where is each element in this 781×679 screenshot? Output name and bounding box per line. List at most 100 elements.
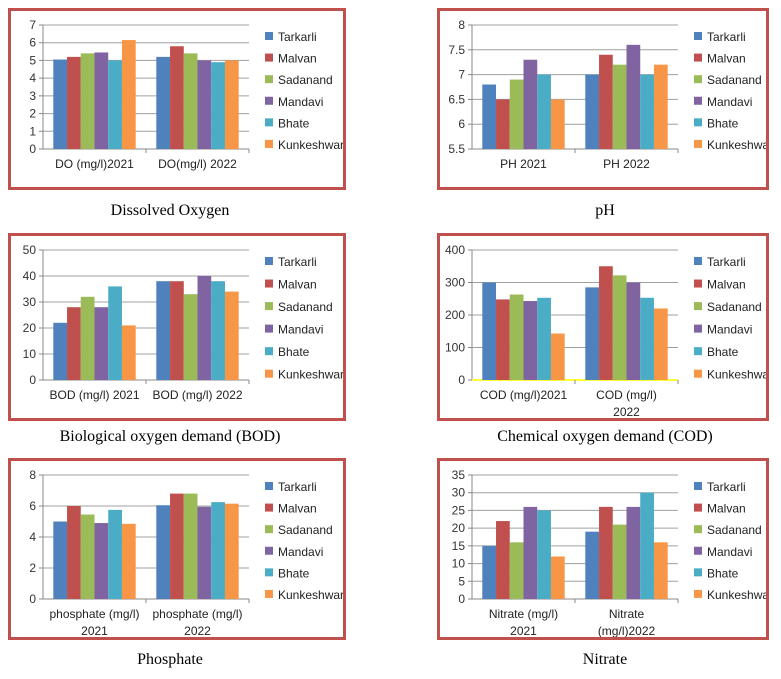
caption-nitrate: Nitrate (582, 651, 628, 668)
legend-label: Tarkarli (278, 480, 317, 494)
bar-kunkeshwar-2 (224, 291, 239, 380)
bar-kunkeshwar-2 (224, 60, 239, 149)
bar-tarkarli-2 (156, 281, 171, 380)
bar-sadanand-1 (509, 79, 524, 149)
bar-kunkeshwar-2 (653, 542, 668, 599)
bar-mandavi-2 (626, 506, 641, 599)
legend-swatch (694, 347, 702, 356)
bar-kunkeshwar-2 (653, 64, 668, 149)
bar-tarkarli-1 (53, 521, 68, 599)
x-category-label: COD (mg/l)2021 (480, 388, 568, 402)
bar-bhate-1 (537, 74, 551, 149)
legend-swatch (265, 302, 273, 311)
x-category-label: phosphate (mg/l) (49, 607, 139, 621)
bar-chart: 0 2 4 6 8 phosphate (mg/l) 2021 phosphate (mg/l… (29, 468, 343, 637)
bar-malvan-1 (67, 506, 81, 599)
legend-swatch (694, 53, 702, 62)
x-category-label: BOD (mg/l) 2021 (49, 388, 139, 402)
bar-bhate-2 (640, 297, 654, 380)
legend-swatch (265, 347, 273, 356)
bar-kunkeshwar-2 (224, 503, 239, 599)
y-tick-label: 0 (29, 592, 36, 606)
bod-chart-panel: 0 10 20 30 40 50 BOD (mg/l) 2021 BOD (mg/l) 202… (8, 233, 346, 421)
bar-bhate-2 (640, 74, 654, 149)
bar-kunkeshwar-1 (550, 99, 565, 149)
legend-label: Sadanand (707, 523, 762, 537)
legend-label: Malvan (707, 52, 746, 66)
bar-chart: 0 5 10 15 20 25 30 35 Nitrate (mg/l) 2021 Nitrate (… (452, 468, 766, 637)
bar-bhate-1 (537, 297, 551, 380)
x-category-label: phosphate (mg/l) (152, 607, 242, 621)
bar-malvan-2 (599, 266, 613, 380)
y-tick-label: 10 (23, 347, 37, 361)
x-category-label: Nitrate (mg/l) (489, 607, 558, 621)
legend-label: Bhate (707, 345, 739, 359)
legend-swatch (694, 75, 702, 84)
bar-mandavi-1 (94, 523, 109, 599)
legend-label: Mandavi (278, 545, 323, 559)
bar-malvan-2 (170, 281, 184, 380)
y-tick-label: 4 (29, 71, 36, 85)
bar-bhate-1 (108, 286, 122, 380)
legend-label: Kunkeshwar (278, 138, 343, 152)
bar-mandavi-1 (523, 301, 538, 380)
legend-label: Bhate (707, 116, 739, 130)
legend-label: Tarkarli (278, 30, 317, 44)
x-category-label: PH 2022 (603, 157, 650, 171)
legend-label: Sadanand (707, 300, 762, 314)
x-category-label: Nitrate (609, 607, 645, 621)
legend-label: Kunkeshwar (707, 588, 766, 602)
legend-label: Bhate (278, 345, 310, 359)
x-category-label: 2022 (184, 624, 211, 637)
bar-kunkeshwar-1 (121, 325, 136, 380)
y-tick-label: 30 (452, 486, 466, 500)
bar-mandavi-1 (523, 59, 538, 149)
y-tick-label: 2 (29, 561, 36, 575)
bar-tarkarli-1 (482, 545, 497, 599)
y-tick-label: 300 (445, 276, 465, 290)
legend-label: Mandavi (707, 323, 752, 337)
bar-sadanand-2 (612, 275, 627, 380)
bar-malvan-2 (599, 506, 613, 599)
legend-swatch (694, 589, 702, 598)
y-tick-label: 5 (29, 53, 36, 67)
bar-sadanand-2 (183, 294, 198, 380)
x-category-label: 2022 (613, 405, 640, 418)
y-tick-label: 15 (452, 539, 466, 553)
legend-swatch (265, 589, 273, 598)
bar-mandavi-2 (197, 276, 212, 380)
legend-swatch (265, 279, 273, 288)
x-category-label: BOD (mg/l) 2022 (152, 388, 242, 402)
bar-tarkarli-1 (53, 322, 68, 380)
bar-chart: 0 10 20 30 40 50 BOD (mg/l) 2021 BOD (mg/l) 202… (23, 243, 343, 402)
y-tick-label: 35 (452, 468, 466, 482)
legend-label: Sadanand (278, 523, 333, 537)
x-category-label: 2021 (81, 624, 108, 637)
caption-cod: Chemical oxygen demand (COD) (497, 428, 713, 445)
y-tick-label: 6 (29, 36, 36, 50)
legend-swatch (694, 369, 702, 378)
y-tick-label: 0 (29, 142, 36, 156)
bar-mandavi-2 (197, 60, 212, 149)
legend-swatch (265, 75, 273, 84)
legend-label: Sadanand (278, 300, 333, 314)
ph-chart-panel: 5.5 6 6.5 7 7.5 8 PH 2021 PH 2022 Tarkarli Malvan… (437, 8, 769, 190)
legend-swatch (265, 525, 273, 534)
bar-sadanand-1 (509, 294, 524, 380)
y-tick-label: 50 (23, 243, 37, 257)
legend-swatch (694, 568, 702, 577)
legend-swatch (265, 53, 273, 62)
legend-label: Malvan (707, 278, 746, 292)
legend-label: Mandavi (707, 95, 752, 109)
caption-ph: pH (595, 202, 615, 219)
bar-sadanand-1 (80, 296, 95, 380)
legend-swatch (265, 546, 273, 555)
x-category-label: DO (mg/l)2021 (55, 157, 134, 171)
y-tick-label: 7 (458, 68, 465, 82)
legend-label: Tarkarli (707, 480, 746, 494)
legend-swatch (694, 302, 702, 311)
legend-label: Sadanand (278, 73, 333, 87)
bar-chart: 0 100 200 300 400 COD (mg/l)2021 COD (mg/l) 202… (445, 243, 766, 418)
legend-label: Mandavi (278, 95, 323, 109)
x-category-label: COD (mg/l) (596, 388, 657, 402)
